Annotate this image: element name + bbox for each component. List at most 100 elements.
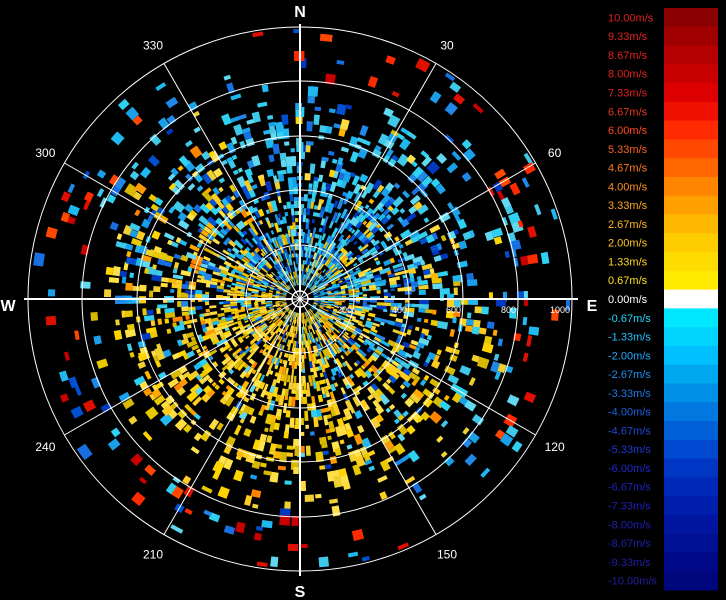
radar-bin [199, 316, 205, 322]
radar-bin [361, 283, 369, 287]
radar-bin [375, 333, 386, 341]
colorbar-swatch [664, 571, 718, 591]
radar-bin [287, 396, 292, 407]
radar-bin [295, 389, 300, 400]
radar-bin [374, 144, 382, 152]
radar-bin [290, 333, 295, 344]
radar-bin [270, 313, 277, 319]
radar-bin [403, 282, 409, 288]
radar-bin [258, 236, 264, 242]
radar-bin [254, 234, 262, 243]
radar-bin [218, 177, 226, 184]
radar-bin [239, 418, 245, 424]
radar-bin [399, 208, 406, 214]
radar-bin [184, 203, 194, 213]
radar-bin [211, 317, 219, 323]
radar-bin [295, 382, 300, 390]
radar-bin [271, 314, 278, 320]
radar-bin [391, 91, 400, 98]
radar-bin [206, 388, 216, 398]
radar-bin [369, 330, 377, 337]
radar-bin [288, 254, 291, 259]
radar-bin [256, 372, 263, 381]
radar-bin [223, 525, 236, 535]
radar-bin [259, 348, 264, 354]
radar-bin [362, 341, 368, 346]
radar-bin [279, 303, 287, 306]
radar-bin [358, 233, 366, 242]
radar-bin [318, 198, 325, 204]
radar-bin [408, 324, 413, 330]
radar-bin [320, 357, 326, 366]
radar-bin [276, 290, 281, 293]
radar-bin [268, 362, 274, 371]
radar-bin [231, 246, 240, 254]
radar-bin [267, 285, 275, 290]
radar-bin [172, 268, 178, 274]
radar-bin [278, 351, 283, 359]
radar-bin [300, 333, 303, 341]
radar-bin [412, 255, 424, 264]
radar-bin [284, 270, 288, 275]
radar-bin [310, 261, 314, 267]
radar-bin [48, 289, 56, 297]
radar-bin [164, 307, 175, 314]
radar-bin [293, 197, 298, 202]
radar-bin [45, 226, 58, 239]
radar-bin [355, 327, 363, 334]
radar-bin [182, 475, 192, 485]
radar-bin [334, 290, 339, 293]
radar-bin [363, 250, 372, 258]
radar-bin [305, 145, 311, 153]
radar-bin [237, 230, 245, 238]
radar-bin [335, 357, 344, 369]
radar-bin [193, 110, 200, 118]
radar-bin [311, 307, 315, 310]
colorbar-label: 5.33m/s [608, 144, 648, 156]
radar-bin [374, 244, 381, 251]
radar-bin [277, 271, 283, 278]
radar-bin [411, 367, 421, 375]
radar-bin [371, 351, 380, 360]
radar-bin [265, 304, 273, 307]
radar-bin [346, 312, 354, 316]
radar-bin [230, 116, 240, 123]
radar-bin [320, 296, 328, 299]
radar-bin [319, 288, 327, 292]
radar-bin [312, 323, 317, 331]
radar-bin [364, 204, 370, 210]
radar-bin [468, 377, 476, 386]
radar-bin [408, 371, 418, 381]
radar-bin [244, 345, 250, 350]
radar-bin [355, 290, 360, 293]
radar-bin [323, 464, 332, 470]
radar-bin [154, 197, 164, 207]
radar-bin [184, 173, 194, 182]
radar-bin [308, 309, 314, 316]
colorbar-label: -2.67m/s [608, 369, 651, 381]
radar-bin [189, 244, 200, 253]
radar-bin [154, 269, 163, 277]
radar-bin [389, 404, 396, 411]
radar-bin [259, 332, 266, 340]
radar-bin [319, 210, 325, 219]
radar-bin [276, 305, 281, 308]
radar-bin [226, 142, 236, 154]
radar-bin [283, 284, 290, 290]
radar-bin [312, 227, 317, 238]
radar-bin [178, 155, 190, 167]
radar-bin [305, 257, 309, 265]
radar-bin [203, 255, 211, 262]
radar-bin [311, 288, 316, 292]
radar-bin [253, 317, 263, 324]
radar-bin [254, 304, 259, 308]
radar-bin [251, 318, 256, 323]
radar-bin [82, 399, 97, 413]
radar-bin [362, 327, 371, 334]
radar-bin [207, 377, 214, 384]
radar-bin [267, 235, 273, 244]
radar-bin [261, 294, 266, 296]
radar-bin [249, 273, 257, 279]
radar-bin [235, 521, 246, 534]
radar-bin [233, 123, 244, 136]
